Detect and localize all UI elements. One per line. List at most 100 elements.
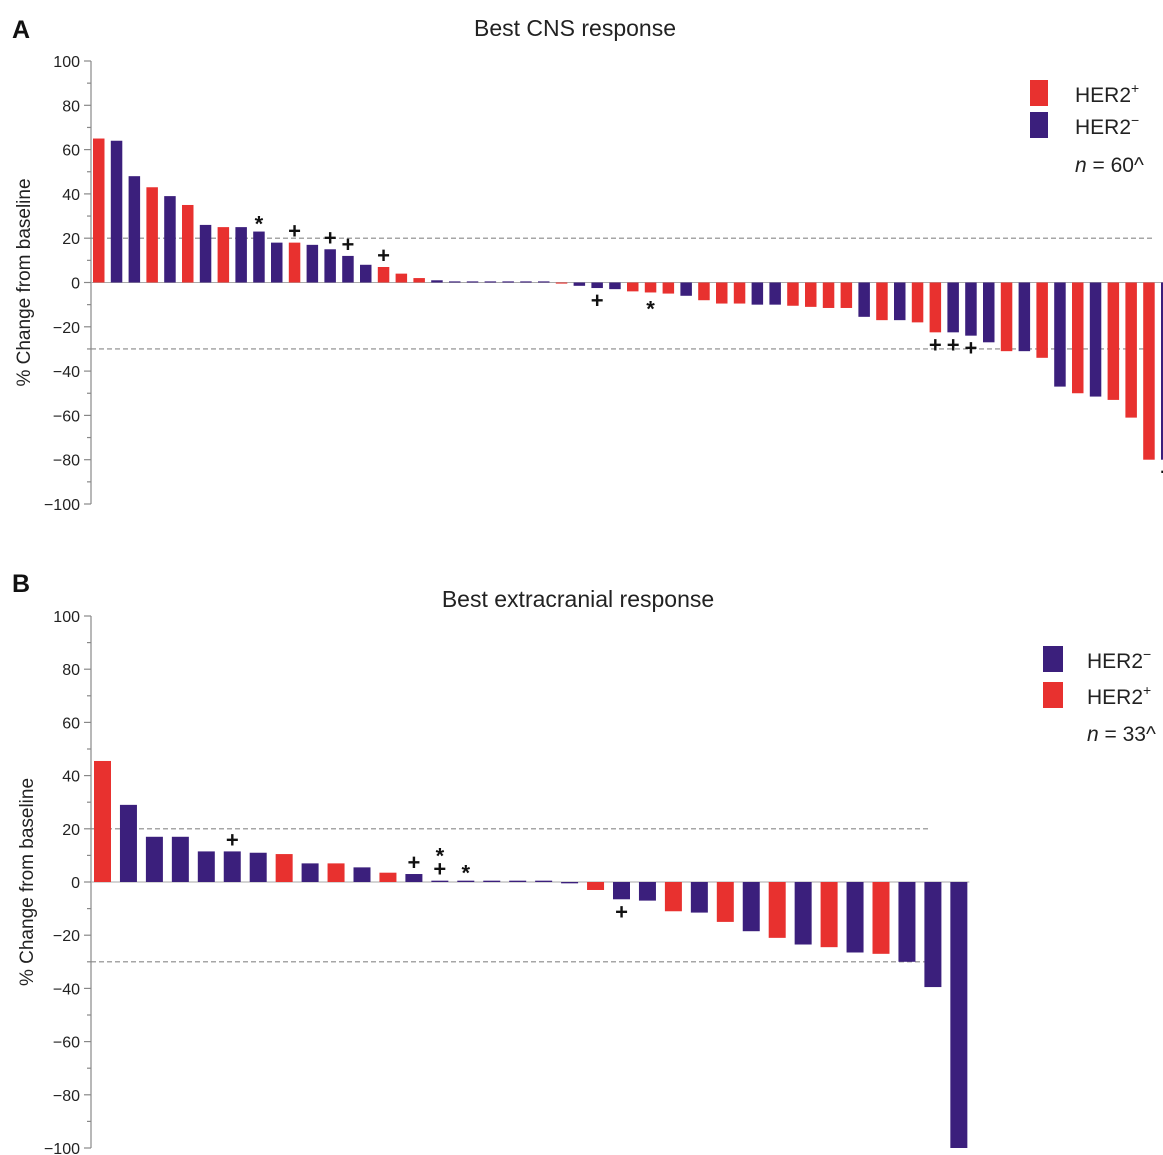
bar — [820, 882, 838, 948]
y-tick-label: 100 — [53, 609, 80, 626]
bar — [502, 281, 514, 283]
bar — [805, 282, 817, 307]
bar — [199, 224, 212, 283]
y-tick-label: −60 — [53, 408, 80, 425]
y-tick-label: 80 — [62, 662, 80, 679]
bar — [716, 282, 728, 304]
plus-marker: + — [324, 225, 337, 250]
bar — [1125, 282, 1137, 418]
bar — [733, 282, 746, 304]
bar — [769, 282, 781, 305]
bar — [353, 867, 371, 882]
y-axis-label: % Change from baseline — [17, 778, 38, 986]
y-tick-label: −60 — [53, 1035, 80, 1052]
plus-marker: + — [288, 219, 301, 244]
legend-swatch-pos — [1030, 80, 1048, 106]
chart-title: Best extracranial response — [442, 586, 714, 612]
chart-title: Best CNS response — [474, 15, 676, 41]
bar — [94, 760, 111, 882]
bar — [644, 282, 657, 293]
bar — [965, 282, 977, 336]
bar — [924, 882, 942, 988]
bar — [947, 282, 959, 333]
bar — [1161, 282, 1163, 460]
bar — [249, 852, 267, 882]
bar — [1036, 282, 1048, 358]
plus-marker: + — [615, 899, 628, 924]
y-tick-label: 60 — [62, 715, 80, 732]
bar — [342, 255, 354, 283]
y-tick-label: −100 — [44, 1141, 80, 1155]
y-tick-label: −40 — [53, 981, 80, 998]
bar — [898, 882, 916, 962]
bar — [768, 882, 786, 938]
bar — [1054, 282, 1066, 387]
plus-marker: + — [226, 827, 239, 852]
plus-marker: + — [377, 243, 390, 268]
asterisk-marker: * — [462, 861, 471, 886]
asterisk-marker: * — [255, 212, 264, 237]
y-tick-label: 20 — [62, 822, 80, 839]
bar — [164, 196, 176, 283]
bar — [538, 281, 550, 283]
bar — [627, 282, 639, 292]
y-tick-label: −40 — [53, 364, 80, 381]
y-tick-label: −80 — [53, 1088, 80, 1105]
bar — [171, 836, 189, 882]
bar — [431, 280, 443, 283]
bar — [327, 863, 345, 882]
bar — [182, 204, 194, 283]
bar — [484, 281, 497, 283]
bar — [846, 882, 864, 953]
bar — [698, 282, 710, 301]
legend-label-neg: HER2− — [1087, 646, 1151, 673]
bar — [288, 242, 301, 283]
bar — [431, 880, 449, 882]
legend-swatch-neg — [1043, 646, 1063, 672]
bar — [1107, 282, 1120, 400]
bar — [609, 282, 621, 290]
bar — [377, 266, 390, 283]
bar — [197, 851, 215, 882]
bar — [872, 882, 890, 954]
y-axis-label: % Change from baseline — [14, 178, 35, 386]
bar — [1072, 282, 1084, 394]
bar — [379, 872, 397, 882]
bar — [535, 880, 553, 882]
plus-marker: + — [947, 332, 960, 357]
y-tick-label: 0 — [71, 875, 80, 892]
plus-marker: + — [407, 850, 420, 875]
plus-marker: + — [1160, 460, 1163, 485]
bar — [613, 882, 630, 900]
bar — [840, 282, 853, 308]
sample-size-label: n = 60^ — [1075, 154, 1144, 177]
bar — [146, 187, 158, 283]
bar — [483, 880, 501, 882]
bar — [1089, 282, 1102, 397]
panel-b: B Best extracranial response % Change from… — [12, 570, 1156, 1155]
bar — [413, 278, 425, 283]
bar — [591, 282, 603, 289]
y-tick-label: −20 — [53, 320, 80, 337]
asterisk-marker: * — [436, 844, 445, 869]
plus-marker: + — [929, 332, 942, 357]
bar — [1143, 282, 1155, 460]
y-tick-label: −80 — [53, 453, 80, 470]
plus-marker: + — [965, 336, 978, 361]
bar — [911, 282, 924, 323]
legend-swatch-neg — [1030, 112, 1048, 138]
legend-label-pos: HER2+ — [1075, 80, 1139, 107]
bar — [405, 874, 423, 882]
legend-label-neg: HER2− — [1075, 112, 1139, 139]
sample-size-label: n = 33^ — [1087, 723, 1156, 746]
bar — [876, 282, 888, 321]
bar — [894, 282, 906, 321]
bar — [466, 281, 479, 283]
y-tick-label: −100 — [44, 497, 80, 514]
plus-marker: + — [433, 857, 446, 882]
bar — [360, 264, 372, 283]
y-tick-label: 40 — [62, 187, 80, 204]
bar — [794, 882, 812, 945]
bar — [664, 882, 682, 912]
y-tick-label: −20 — [53, 928, 80, 945]
